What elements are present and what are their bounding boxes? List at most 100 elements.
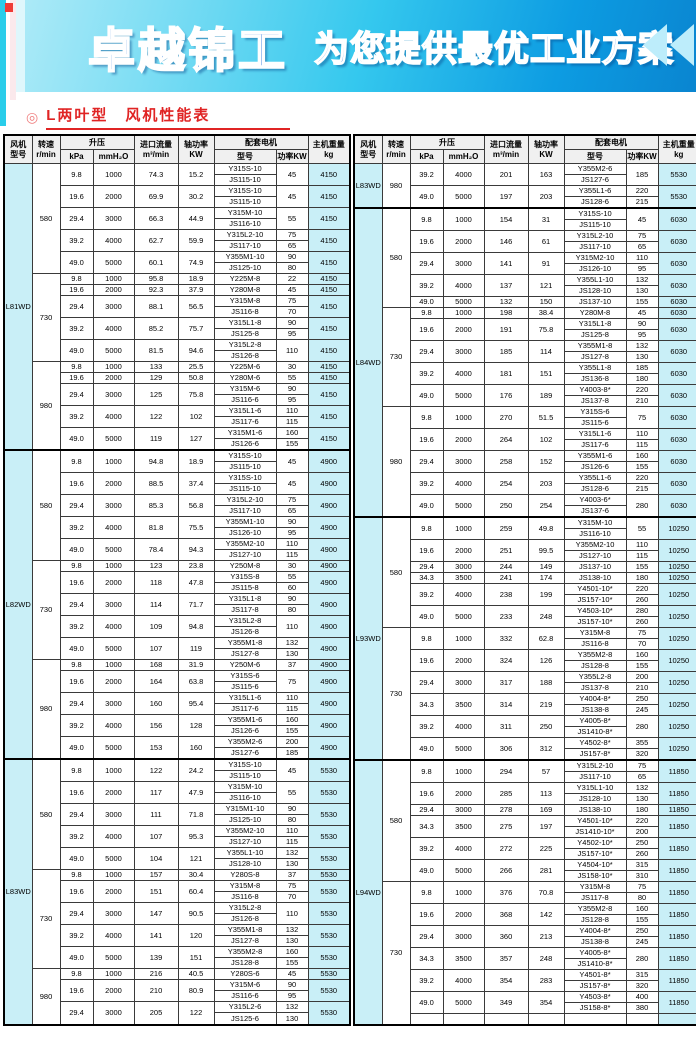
cell-motor-power: 30 — [275, 361, 309, 373]
cell-motor-power: 90 — [275, 383, 309, 395]
section-title: L两叶型 风机性能表 — [46, 104, 291, 130]
cell-mmh2o: 4000 — [92, 714, 135, 737]
table-row: JS128-10 130 — [354, 285, 696, 297]
cell-motor-model: JS127-10 — [563, 550, 627, 562]
table-row: JS127-8 130 — [4, 935, 350, 947]
cell-mmh2o: 5000 — [92, 538, 135, 561]
cell-weight: 6030 — [657, 472, 696, 495]
cell-motor-power: 245 — [625, 936, 659, 948]
cell-motor-model: Y4504-10* — [563, 859, 627, 871]
cell-weight: 4150 — [307, 229, 351, 252]
table-row: 49.0 5000 132 150 JS137-10 155 6030 — [354, 296, 696, 308]
cell-motor-power: 280 — [625, 605, 659, 617]
table-row: 39.2 4000 137 121 Y355L1-10 132 6030 — [354, 274, 696, 297]
table-row: 730 9.8 1000 332 62.8 Y315M-8 75 10250 — [354, 627, 696, 761]
cell-motor-model: JS127-8 — [213, 935, 277, 947]
header-flow: 进口流量 m³/min — [133, 134, 179, 164]
cell-motor-power: 280 — [625, 494, 659, 518]
cell-kpa: 49.0 — [59, 427, 94, 451]
cell-weight: 11850 — [657, 759, 696, 783]
cell-mmh2o: 5000 — [92, 736, 135, 760]
cell-mmh2o: 2000 — [92, 880, 135, 903]
cell-shaft-power: 15.2 — [177, 163, 215, 186]
cell-kpa: 29.4 — [59, 902, 94, 925]
cell-weight: 5530 — [657, 163, 696, 186]
cell-motor-power: 320 — [625, 980, 659, 992]
cell-shaft-power: 30.2 — [177, 185, 215, 208]
cell-motor-power: 210 — [625, 395, 659, 407]
cell-weight — [657, 1013, 696, 1026]
table-row: 34.3 3500 357 248 Y4005-8* 280 11850 — [354, 947, 696, 970]
cell-motor-model: JS125-8 — [563, 329, 627, 341]
cell-motor-power: 155 — [275, 725, 309, 737]
cell-motor-power: 215 — [625, 483, 659, 495]
table-row: JS128-10 130 — [4, 858, 350, 870]
cell-weight: 5530 — [307, 781, 351, 804]
cell-motor-model: Y355L1-10 — [213, 847, 277, 859]
cell-shaft-power: 47.8 — [177, 571, 215, 594]
cell-kpa: 49.0 — [59, 847, 94, 870]
cell-weight: 5530 — [307, 924, 351, 947]
cell-motor-power: 110 — [625, 539, 659, 551]
cell-motor-model: Y355L1-6 — [563, 472, 627, 484]
cell-motor-model: JS126-6 — [563, 461, 627, 473]
cell-motor-model: Y355M1-8 — [563, 340, 627, 352]
cell-mmh2o: 2000 — [92, 284, 135, 296]
cell-flow: 66.3 — [133, 207, 179, 230]
cell-shaft-power: 102 — [527, 428, 565, 451]
cell-mmh2o: 5000 — [442, 384, 485, 407]
cell-motor-model: Y355M1-8 — [213, 924, 277, 936]
table-row: JS117-10 65 — [354, 771, 696, 783]
cell-shaft-power: 18.9 — [177, 449, 215, 473]
cell-motor-model: Y355M2-8 — [213, 946, 277, 958]
table-row: JS136-8 180 — [354, 373, 696, 385]
cell-motor-model: Y355M1-10 — [213, 516, 277, 528]
cell-fan-model: L82WD — [3, 449, 33, 760]
cell-flow: 74.3 — [133, 163, 179, 186]
cell-motor-model: Y4004-8* — [563, 925, 627, 937]
cell-motor-model: Y315L2-10 — [213, 494, 277, 506]
table-row: JS137-6 — [354, 505, 696, 518]
cell-shaft-power: 151 — [527, 362, 565, 385]
cell-mmh2o: 2000 — [442, 230, 485, 253]
cell-weight: 4900 — [307, 615, 351, 638]
cell-flow: 141 — [133, 924, 179, 947]
cell-motor-model: Y4503-10* — [563, 605, 627, 617]
header-shaft-power: 轴功率 KW — [527, 134, 565, 164]
cell-motor-model: JS157-8* — [563, 980, 627, 992]
cell-shaft-power: 71.8 — [177, 803, 215, 826]
cell-kpa: 39.2 — [409, 969, 444, 992]
cell-weight: 6030 — [657, 406, 696, 429]
cell-motor-model: JS138-8 — [563, 936, 627, 948]
table-row: L84WD 580 9.8 1000 154 31 Y315S-10 45 6030 — [353, 207, 696, 518]
cell-motor-model: Y315L2-8 — [213, 615, 277, 627]
cell-shaft-power: 120 — [177, 924, 215, 947]
cell-motor-power: 65 — [275, 240, 309, 252]
cell-motor-power: 75 — [625, 230, 659, 242]
table-row: 29.4 3000 125 75.8 Y315M-6 90 4150 — [4, 383, 351, 406]
cell-motor-model: JS117-10 — [563, 241, 627, 253]
cell-weight: 4150 — [307, 251, 351, 274]
cell-motor-model: JS117-6 — [213, 703, 277, 715]
cell-motor-power: 70 — [625, 638, 659, 650]
table-row: JS157-8* 320 — [354, 980, 696, 992]
cell-shaft-power: 151 — [177, 946, 215, 969]
cell-motor-power — [625, 1013, 659, 1026]
cell-shaft-power: 59.9 — [177, 229, 215, 252]
cell-motor-power: 200 — [625, 826, 659, 838]
cell-motor-power: 185 — [625, 362, 659, 374]
cell-motor-model: JS125-6 — [213, 1012, 277, 1026]
cell-kpa: 39.2 — [59, 317, 94, 340]
cell-motor-model: JS115-10 — [563, 219, 627, 231]
cell-kpa: 19.6 — [409, 230, 444, 253]
table-row: JS128-8 155 — [4, 957, 350, 969]
cell-kpa: 29.4 — [409, 561, 444, 573]
cell-motor-model: Y315L1-8 — [213, 317, 277, 329]
header-kpa: kPa — [59, 149, 94, 164]
cell-kpa: 49.0 — [59, 637, 94, 660]
cell-motor-model: JS116-6 — [213, 394, 277, 406]
table-row: 29.4 3000 141 91 Y315M2-10 110 6030 — [354, 252, 696, 275]
cell-shaft-power: 213 — [527, 925, 565, 948]
cell-weight: 4150 — [307, 405, 351, 428]
table-row: 29.4 3000 185 114 Y355M1-8 132 6030 — [354, 340, 696, 363]
